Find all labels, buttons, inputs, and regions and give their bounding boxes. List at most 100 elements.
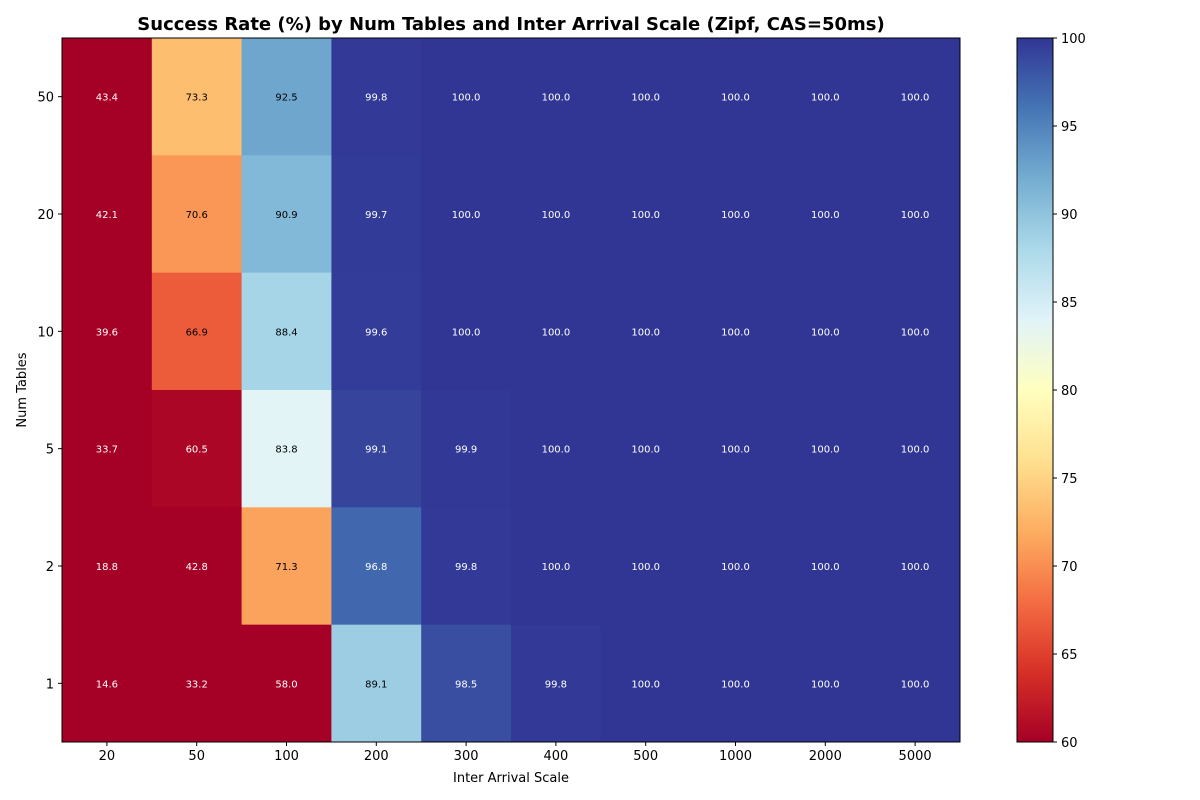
cell-value-label: 42.8 [186, 562, 208, 573]
cell-value-label: 99.8 [365, 93, 387, 104]
cell-value-label: 100.0 [452, 93, 481, 104]
cell-value-label: 90.9 [275, 210, 297, 221]
cell-value-label: 60.5 [186, 445, 208, 456]
heatmap-cell [331, 38, 422, 156]
heatmap-cell [151, 390, 243, 508]
heatmap-cell [421, 507, 512, 626]
heatmap-cell [331, 507, 422, 626]
heatmap-cell [62, 38, 153, 156]
heatmap-cell [241, 507, 332, 626]
cell-value-label: 100.0 [811, 445, 840, 456]
cell-value-label: 92.5 [275, 93, 297, 104]
heatmap-cell [690, 507, 781, 626]
heatmap-cell [331, 272, 422, 391]
x-tick-label: 500 [633, 749, 658, 764]
heatmap-cell [780, 38, 871, 156]
heatmap-cell [600, 38, 692, 156]
cell-value-label: 100.0 [721, 327, 750, 338]
heatmap-cell [421, 155, 512, 274]
colorbar-tick-label: 90 [1061, 208, 1078, 223]
chart-title: Success Rate (%) by Num Tables and Inter… [137, 14, 884, 35]
cell-value-label: 100.0 [721, 679, 750, 690]
heatmap-cell [421, 38, 512, 156]
heatmap-cell [151, 155, 243, 274]
cell-value-label: 18.8 [96, 562, 118, 573]
heatmap-cell [780, 507, 871, 626]
y-tick-label: 5 [46, 443, 54, 458]
heatmap-cell [690, 155, 781, 274]
heatmap-cell [690, 624, 781, 743]
heatmap-cell [870, 624, 961, 743]
cell-value-label: 100.0 [631, 445, 660, 456]
heatmap-cell [690, 390, 781, 508]
x-tick-label: 100 [274, 749, 299, 764]
heatmap-cell [690, 272, 781, 391]
cell-value-label: 100.0 [811, 562, 840, 573]
colorbar-tick-label: 80 [1061, 384, 1078, 399]
x-tick-label: 5000 [899, 749, 932, 764]
heatmap-cell [62, 272, 153, 391]
heatmap-cell [421, 624, 512, 743]
x-tick-label: 1000 [719, 749, 752, 764]
heatmap-cell [780, 155, 871, 274]
cell-value-label: 100.0 [721, 562, 750, 573]
cell-value-label: 98.5 [455, 679, 477, 690]
cell-value-label: 66.9 [186, 327, 208, 338]
cell-value-label: 100.0 [631, 679, 660, 690]
heatmap-cell [511, 507, 602, 626]
cell-value-label: 14.6 [96, 679, 118, 690]
heatmap-cell [421, 272, 512, 391]
cell-value-label: 100.0 [721, 210, 750, 221]
x-tick-label: 300 [454, 749, 479, 764]
heatmap-cell [241, 155, 332, 274]
heatmap-cell [151, 272, 243, 391]
colorbar-tick-label: 100 [1061, 32, 1086, 47]
x-tick-label: 2000 [809, 749, 842, 764]
cell-value-label: 100.0 [542, 562, 571, 573]
cell-value-label: 100.0 [542, 445, 571, 456]
heatmap-cell [241, 38, 332, 156]
heatmap-cell [511, 390, 602, 508]
heatmap-cell [241, 390, 332, 508]
heatmap-cell [870, 390, 961, 508]
heatmap-cell [870, 507, 961, 626]
y-tick-label: 1 [46, 677, 54, 692]
cell-value-label: 99.6 [365, 327, 387, 338]
heatmap-cell [151, 38, 243, 156]
y-tick-label: 20 [37, 208, 54, 223]
cell-value-label: 100.0 [901, 210, 930, 221]
x-tick-label: 200 [364, 749, 389, 764]
cell-value-label: 100.0 [631, 93, 660, 104]
cell-value-label: 39.6 [96, 327, 118, 338]
heatmap-cell [600, 624, 692, 743]
colorbar [1016, 37, 1054, 743]
cell-value-label: 70.6 [186, 210, 208, 221]
heatmap-cell [600, 155, 692, 274]
heatmap-cell [870, 272, 961, 391]
cell-value-label: 100.0 [542, 327, 571, 338]
cell-value-label: 100.0 [811, 679, 840, 690]
cell-value-label: 100.0 [721, 445, 750, 456]
cell-value-label: 73.3 [186, 93, 208, 104]
cell-value-label: 58.0 [275, 679, 297, 690]
cell-value-label: 100.0 [901, 445, 930, 456]
cell-value-label: 43.4 [96, 93, 118, 104]
cell-value-label: 96.8 [365, 562, 387, 573]
x-tick-label: 50 [188, 749, 205, 764]
heatmap-cell [600, 507, 692, 626]
heatmap-cell [511, 38, 602, 156]
colorbar-tick-label: 95 [1061, 120, 1078, 135]
cell-value-label: 100.0 [452, 327, 481, 338]
heatmap-cell [511, 272, 602, 391]
y-tick-label: 50 [37, 91, 54, 106]
heatmap-cell [62, 155, 153, 274]
cell-value-label: 100.0 [901, 93, 930, 104]
cell-value-label: 89.1 [365, 679, 387, 690]
y-tick-label: 10 [37, 325, 54, 340]
heatmap-cell [241, 624, 332, 743]
x-axis-label: Inter Arrival Scale [453, 771, 569, 786]
x-tick-label: 400 [543, 749, 568, 764]
heatmap-cell [870, 38, 961, 156]
cell-value-label: 83.8 [275, 445, 297, 456]
heatmap-cell [62, 624, 153, 743]
